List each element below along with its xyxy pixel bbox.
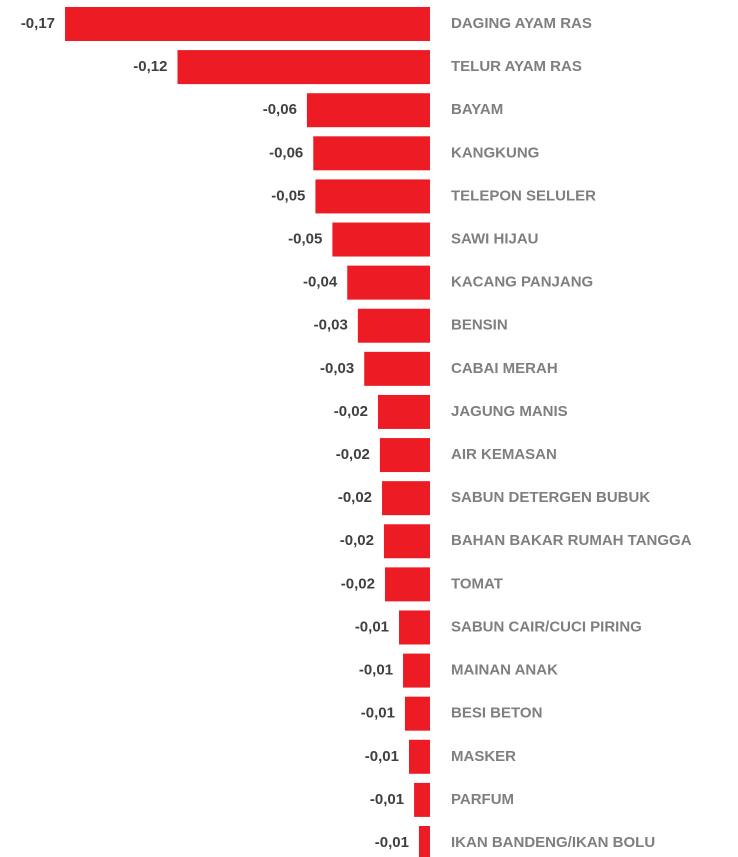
category-label: KANGKUNG — [451, 144, 539, 161]
value-label: -0,05 — [271, 187, 305, 204]
value-label: -0,01 — [375, 834, 409, 851]
bar — [65, 7, 431, 41]
category-label: AIR KEMASAN — [451, 446, 557, 463]
value-label: -0,03 — [314, 317, 348, 334]
bar — [414, 782, 430, 817]
value-label: -0,12 — [133, 58, 167, 75]
bar — [404, 696, 430, 731]
category-label: SABUN DETERGEN BUBUK — [451, 489, 650, 506]
bar — [418, 826, 430, 857]
category-label: CABAI MERAH — [451, 360, 558, 377]
bar — [378, 394, 430, 429]
bar — [403, 653, 430, 688]
value-label: -0,02 — [334, 403, 368, 420]
bar — [399, 610, 430, 645]
bar — [306, 93, 430, 128]
bar — [347, 265, 430, 300]
bar — [382, 481, 430, 516]
value-label: -0,17 — [21, 15, 55, 32]
value-label: -0,06 — [269, 144, 303, 161]
value-label: -0,04 — [303, 274, 338, 291]
bar — [383, 524, 430, 559]
bar — [379, 438, 430, 473]
value-label: -0,01 — [359, 662, 393, 679]
category-label: MASKER — [451, 748, 516, 765]
category-label: BENSIN — [451, 317, 508, 334]
category-label: KACANG PANJANG — [451, 274, 593, 291]
value-label: -0,06 — [263, 101, 297, 118]
category-label: TOMAT — [451, 575, 503, 592]
bar — [177, 50, 430, 85]
bar — [313, 136, 430, 171]
value-label: -0,01 — [355, 618, 389, 635]
value-label: -0,02 — [336, 446, 370, 463]
bar — [364, 351, 430, 386]
bar — [408, 739, 430, 774]
category-label: DAGING AYAM RAS — [451, 15, 592, 32]
category-label: TELUR AYAM RAS — [451, 58, 582, 75]
category-label: BESI BETON — [451, 705, 542, 722]
bar — [385, 567, 430, 602]
value-label: -0,02 — [340, 532, 374, 549]
value-label: -0,05 — [288, 230, 322, 247]
category-label: SABUN CAIR/CUCI PIRING — [451, 618, 642, 635]
value-label: -0,03 — [320, 360, 354, 377]
category-label: TELEPON SELULER — [451, 187, 596, 204]
value-label: -0,01 — [370, 791, 404, 808]
value-label: -0,02 — [338, 489, 372, 506]
value-label: -0,01 — [361, 705, 395, 722]
value-label: -0,01 — [365, 748, 399, 765]
value-label: -0,02 — [341, 575, 375, 592]
bar — [332, 222, 430, 257]
category-label: MAINAN ANAK — [451, 662, 558, 679]
category-label: SAWI HIJAU — [451, 230, 539, 247]
category-label: JAGUNG MANIS — [451, 403, 568, 420]
category-label: BAHAN BAKAR RUMAH TANGGA — [451, 532, 692, 549]
bar — [315, 179, 430, 214]
category-label: PARFUM — [451, 791, 514, 808]
category-label: BAYAM — [451, 101, 503, 118]
category-label: IKAN BANDENG/IKAN BOLU — [451, 834, 655, 851]
bar — [357, 308, 430, 343]
